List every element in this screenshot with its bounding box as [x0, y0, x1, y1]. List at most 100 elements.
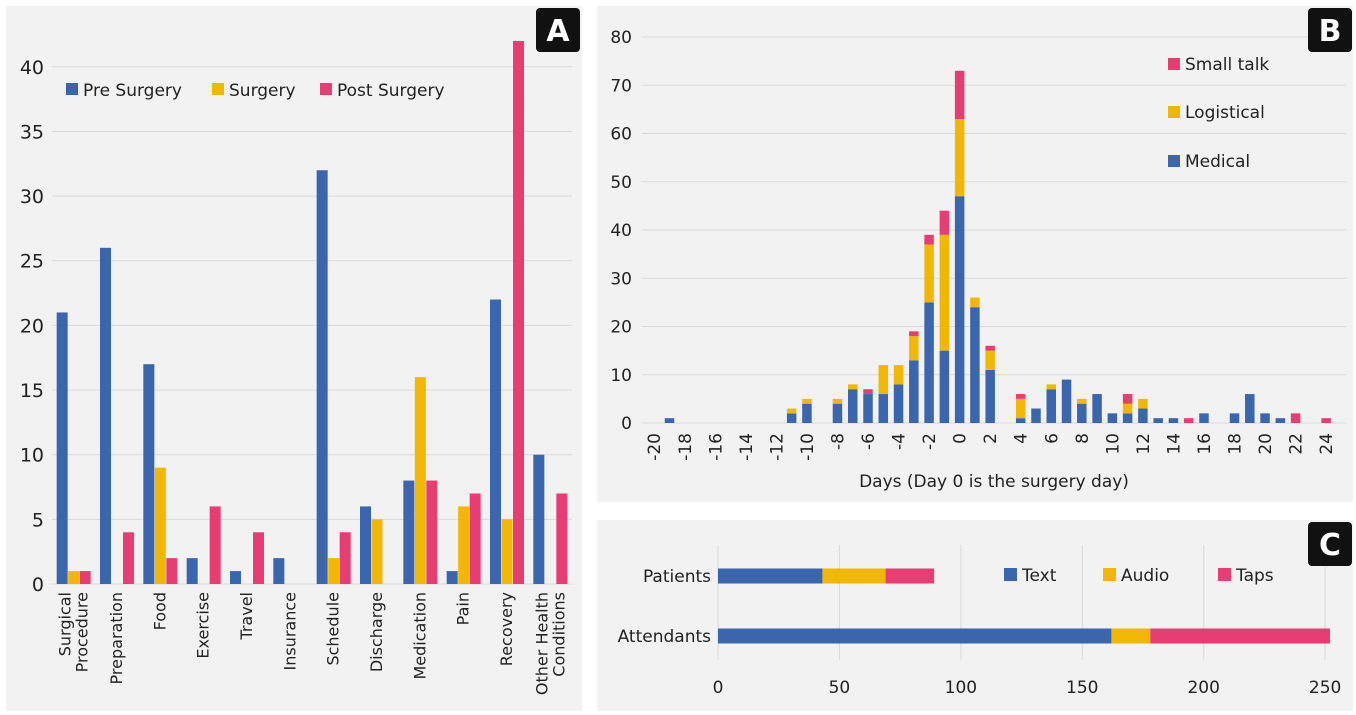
panel-b-badge-label: B: [1319, 14, 1342, 49]
bar-post-surgery-travel: [253, 532, 264, 584]
y-tick-label: 50: [610, 173, 632, 193]
x-tick-label: 0: [951, 433, 971, 444]
bar-logistical-day--8: [832, 398, 843, 404]
legend-swatch-audio: [1103, 568, 1116, 581]
bar-small-talk-day--1: [939, 210, 950, 235]
x-tick-label-other-health: Other HealthConditions: [532, 592, 568, 695]
y-tick-label: 20: [20, 315, 44, 337]
bar-small-talk-day-2: [985, 345, 995, 351]
legend-label-text: Text: [1021, 566, 1057, 586]
bar-medical-day-4: [1015, 418, 1026, 423]
bar-medical-day-6: [1046, 389, 1057, 423]
bar-logistical-day-2: [985, 350, 995, 370]
y-tick-label: 35: [20, 121, 44, 143]
legend-label-taps: Taps: [1235, 566, 1274, 586]
y-tick-label: 30: [20, 186, 44, 208]
bar-audio-attendants: [1111, 628, 1151, 644]
x-tick-label-surgical: SurgicalProcedure: [56, 592, 92, 672]
bar-logistical-day-12: [1138, 398, 1148, 409]
x-tick-label-exercise: Exercise: [194, 592, 213, 659]
panel-c-badge-label: C: [1319, 528, 1341, 563]
bar-medical-day--2: [924, 302, 934, 423]
bar-medical-day-20: [1260, 413, 1270, 423]
x-tick-label: 0: [713, 678, 724, 698]
bar-medical-day-19: [1245, 394, 1255, 423]
bar-small-talk-day-11: [1122, 394, 1133, 404]
bar-medical-day-21: [1275, 418, 1286, 423]
bar-medical-day-12: [1138, 408, 1148, 423]
y-tick-label: 10: [610, 366, 632, 386]
y-tick-label: 80: [610, 28, 632, 48]
bar-logistical-day-11: [1122, 403, 1133, 414]
legend-label-medical: Medical: [1185, 152, 1250, 172]
x-tick-label: 150: [1066, 678, 1098, 698]
x-tick-label-recovery: Recovery: [497, 592, 516, 666]
bar-pre-surgery-pain: [446, 571, 458, 584]
x-tick-label: -4: [890, 433, 910, 450]
y-tick-label-patients: Patients: [643, 567, 711, 587]
bar-logistical-day-4: [1015, 398, 1026, 419]
bar-medical-day--8: [832, 403, 843, 423]
bar-medical-day--5: [878, 394, 889, 423]
legend-label-small-talk: Small talk: [1185, 55, 1269, 75]
bar-medical-day--1: [939, 350, 950, 423]
x-tick-label: -2: [920, 433, 940, 450]
x-tick-label: 4: [1012, 433, 1032, 444]
y-tick-label: 70: [610, 76, 632, 96]
x-tick-label-travel: Travel: [237, 592, 256, 641]
x-tick-label: 10: [1103, 433, 1123, 455]
x-tick-label: -6: [859, 433, 879, 450]
bar-post-surgery-other-health: [556, 493, 568, 584]
panel-a-badge: A: [536, 8, 580, 52]
x-tick-label-discharge: Discharge: [367, 592, 386, 672]
panel-c-background: [597, 520, 1353, 711]
bar-surgery-pain: [458, 506, 470, 584]
bar-medical-day-9: [1092, 394, 1102, 423]
bar-logistical-day-6: [1046, 384, 1057, 390]
bar-medical-day-5: [1031, 408, 1041, 423]
legend-swatch-text: [1004, 568, 1017, 581]
y-tick-label: 20: [610, 318, 632, 338]
bar-medical-day-0: [954, 196, 965, 423]
bar-logistical-day-1: [970, 297, 980, 308]
bar-small-talk-day-22: [1290, 413, 1301, 423]
y-tick-label: 10: [20, 445, 44, 467]
bar-post-surgery-medication: [426, 480, 438, 584]
bar-text-attendants: [718, 628, 1112, 644]
bar-small-talk-day--3: [909, 331, 919, 337]
x-tick-label: -16: [706, 433, 726, 461]
x-tick-label-schedule: Schedule: [324, 592, 343, 666]
bar-medical-day-14: [1168, 418, 1179, 423]
bar-post-surgery-preparation: [123, 532, 134, 584]
bar-logistical-day--11: [786, 408, 797, 414]
bar-small-talk-day-15: [1183, 418, 1194, 423]
y-tick-label: 25: [20, 251, 44, 273]
legend-swatch-post-surgery: [320, 83, 332, 95]
y-tick-label: 5: [32, 509, 44, 531]
y-tick-label-attendants: Attendants: [618, 627, 712, 647]
bar-taps-patients: [885, 568, 935, 584]
bar-medical-day-8: [1077, 403, 1087, 423]
bar-medical-day-1: [970, 307, 980, 423]
bar-logistical-day-0: [954, 119, 965, 197]
bar-pre-surgery-insurance: [273, 558, 285, 584]
bar-pre-surgery-food: [143, 364, 155, 584]
y-tick-label: 40: [20, 57, 44, 79]
legend-swatch-pre-surgery: [66, 83, 78, 95]
x-tick-label: 2: [981, 433, 1001, 444]
x-tick-label: 16: [1195, 433, 1215, 455]
bar-post-surgery-food: [166, 558, 178, 584]
bar-pre-surgery-discharge: [360, 506, 371, 584]
x-tick-label: 12: [1134, 433, 1154, 455]
bar-logistical-day-8: [1077, 398, 1087, 404]
bar-medical-day--6: [863, 394, 873, 423]
bar-surgery-food: [154, 467, 166, 584]
x-tick-label: 200: [1187, 678, 1219, 698]
x-tick-label-preparation: Preparation: [107, 592, 126, 684]
bar-medical-day--4: [893, 384, 904, 423]
legend-label-surgery: Surgery: [229, 81, 296, 101]
x-tick-label: 100: [945, 678, 977, 698]
x-tick-label: -12: [767, 433, 787, 461]
